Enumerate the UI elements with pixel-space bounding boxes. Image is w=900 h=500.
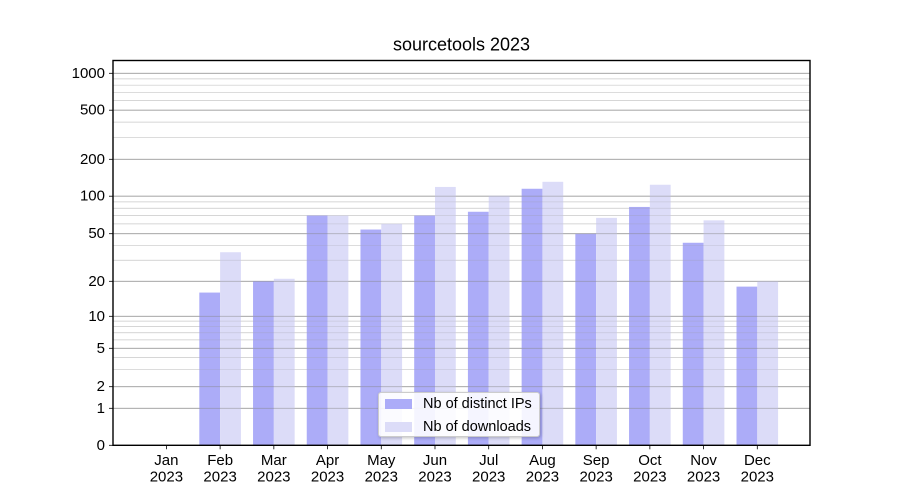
svg-text:May: May: [367, 452, 396, 469]
svg-text:2023: 2023: [418, 469, 451, 486]
svg-text:20: 20: [88, 273, 105, 290]
svg-text:0: 0: [97, 437, 105, 454]
svg-text:Jul: Jul: [479, 452, 498, 469]
svg-text:Jan: Jan: [154, 452, 178, 469]
svg-text:10: 10: [88, 308, 105, 325]
svg-text:2023: 2023: [741, 469, 774, 486]
svg-text:50: 50: [88, 225, 105, 242]
svg-text:sourcetools 2023: sourcetools 2023: [393, 35, 530, 55]
svg-text:Mar: Mar: [261, 452, 287, 469]
svg-text:Aug: Aug: [529, 452, 556, 469]
svg-text:2023: 2023: [203, 469, 236, 486]
svg-text:5: 5: [97, 340, 105, 357]
svg-text:Feb: Feb: [207, 452, 233, 469]
svg-text:2023: 2023: [311, 469, 344, 486]
svg-text:2023: 2023: [633, 469, 666, 486]
svg-text:Dec: Dec: [744, 452, 771, 469]
svg-text:2023: 2023: [579, 469, 612, 486]
svg-text:2023: 2023: [472, 469, 505, 486]
svg-text:Apr: Apr: [316, 452, 339, 469]
svg-text:Jun: Jun: [423, 452, 447, 469]
svg-text:1: 1: [97, 400, 105, 417]
svg-text:2023: 2023: [365, 469, 398, 486]
svg-text:2023: 2023: [526, 469, 559, 486]
svg-text:2023: 2023: [257, 469, 290, 486]
svg-text:2023: 2023: [150, 469, 183, 486]
svg-text:Oct: Oct: [638, 452, 662, 469]
svg-text:Sep: Sep: [583, 452, 610, 469]
svg-text:1000: 1000: [72, 65, 105, 82]
svg-text:Nov: Nov: [690, 452, 717, 469]
svg-text:2: 2: [97, 378, 105, 395]
svg-text:2023: 2023: [687, 469, 720, 486]
svg-text:500: 500: [80, 102, 105, 119]
svg-text:100: 100: [80, 188, 105, 205]
svg-text:200: 200: [80, 151, 105, 168]
